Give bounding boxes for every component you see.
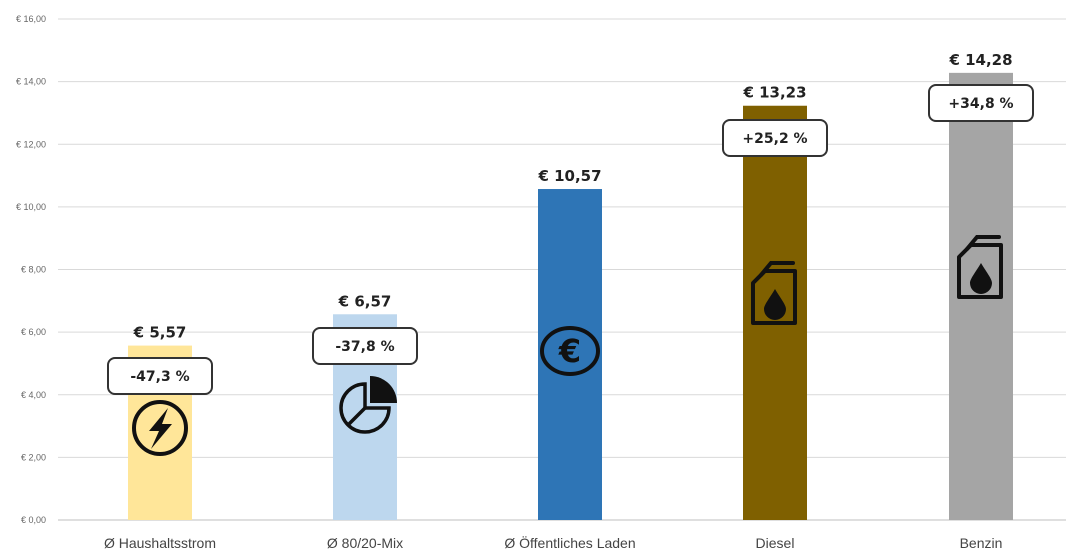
category-label: Diesel [756,535,795,550]
change-badge-text: -47,3 % [130,369,189,385]
bolt-circle [132,400,188,456]
pie-slice [370,376,397,403]
fuel-canister-icon [751,261,797,325]
x-axis-category-labels: Ø Haushaltsstrom Ø 80/20-Mix Ø Öffentliche… [104,534,1002,550]
value-label: € 6,57 [338,292,392,310]
bar-icons: € [132,235,1003,456]
coin-outline [540,326,600,376]
category-label: Ø Haushaltsstrom [104,535,216,550]
change-badge: -37,8 % [312,327,418,365]
can-drop [970,263,992,294]
category-label: Ø Öffentliches Laden [504,534,635,550]
bolt-shape [149,408,172,449]
y-tick-label: € 4,00 [21,390,46,400]
category-label: Benzin [960,535,1003,550]
euro-sign: € [558,332,581,370]
change-badge: -47,3 % [107,357,213,395]
can-drop [764,289,786,320]
lightning-bolt-icon [132,400,188,456]
can-handle [965,235,1001,251]
change-badge-text: -37,8 % [335,339,394,355]
category-label: Ø 80/20-Mix [327,535,403,550]
value-label: € 5,57 [133,324,187,342]
value-label: € 13,23 [742,84,806,102]
change-badge-box [107,357,213,395]
pie-chart-icon [339,376,397,434]
change-badge-box [312,327,418,365]
y-tick-label: € 8,00 [21,265,46,275]
y-tick-label: € 6,00 [21,327,46,337]
euro-coin-icon: € [540,326,600,376]
change-badge-text: +34,8 % [948,96,1013,112]
y-tick-label: € 14,00 [16,77,46,87]
fuel-canister-icon [957,235,1003,299]
can-handle [759,261,795,277]
change-badge: +25,2 % [722,119,828,157]
y-axis-tick-labels: € 0,00 € 2,00 € 4,00 € 6,00 € 8,00 € 10,00 € 1… [16,14,46,525]
change-badge-text: +25,2 % [742,131,807,147]
change-badge-box [722,119,828,157]
y-tick-label: € 12,00 [16,139,46,149]
bars [128,72,1013,521]
y-tick-label: € 10,00 [16,202,46,212]
bar [538,189,602,521]
pie-body [339,382,391,434]
pie-divider [346,406,367,427]
change-badge-box [928,84,1034,122]
y-tick-label: € 0,00 [21,515,46,525]
change-badge: +34,8 % [928,84,1034,122]
value-label: € 14,28 [948,51,1012,69]
y-tick-label: € 2,00 [21,452,46,462]
y-tick-label: € 16,00 [16,14,46,24]
value-labels: € 5,57 € 6,57 € 10,57 € 13,23 € 14,28 [133,51,1013,342]
value-label: € 10,57 [537,167,601,185]
change-badges: -47,3 % -37,8 % +25,2 % +34,8 % [107,84,1034,395]
